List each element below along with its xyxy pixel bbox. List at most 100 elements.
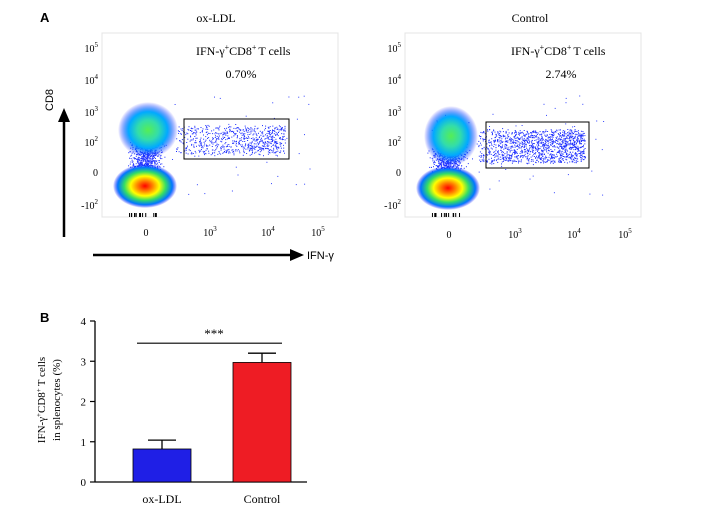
event-dot xyxy=(443,165,445,167)
event-dot xyxy=(503,151,504,153)
event-dot xyxy=(247,136,249,138)
event-dot xyxy=(264,129,266,131)
event-dot xyxy=(270,141,272,143)
event-dot xyxy=(202,147,204,149)
event-dot xyxy=(256,133,258,135)
event-dot xyxy=(524,153,526,155)
event-dot xyxy=(129,157,130,159)
event-dot xyxy=(160,163,161,165)
event-dot xyxy=(502,141,504,143)
event-dot xyxy=(226,150,228,152)
event-dot xyxy=(143,159,144,161)
event-dot xyxy=(570,149,572,150)
event-dot xyxy=(576,134,578,136)
event-dot xyxy=(549,154,551,156)
event-dot xyxy=(220,140,222,142)
event-dot xyxy=(583,150,585,152)
event-dot xyxy=(274,127,276,129)
event-dot xyxy=(522,132,524,134)
event-dot xyxy=(558,151,560,153)
event-dot xyxy=(570,129,572,131)
event-dot xyxy=(565,138,566,140)
event-dot xyxy=(487,154,489,156)
event-dot xyxy=(465,166,467,168)
event-dot xyxy=(510,155,512,157)
event-dot xyxy=(250,148,252,150)
event-dot xyxy=(235,128,237,130)
event-dot xyxy=(541,135,543,137)
event-dot xyxy=(543,149,545,151)
event-dot xyxy=(217,128,219,130)
event-dot xyxy=(238,128,240,130)
y-tick-label: 104 xyxy=(85,73,99,87)
event-dot xyxy=(266,144,268,146)
event-dot xyxy=(508,136,510,138)
event-dot xyxy=(551,142,553,144)
event-dot xyxy=(154,162,156,164)
event-dot xyxy=(553,134,555,136)
event-dot xyxy=(568,131,570,133)
event-dot xyxy=(480,155,482,157)
event-dot xyxy=(503,154,505,156)
event-dot xyxy=(280,128,282,130)
event-dot xyxy=(558,137,560,139)
event-dot xyxy=(530,160,532,162)
event-dot xyxy=(250,145,252,147)
event-dot xyxy=(138,157,140,159)
event-dot xyxy=(208,125,210,127)
event-dot xyxy=(264,142,266,144)
event-dot xyxy=(200,143,202,145)
event-dot xyxy=(271,183,272,185)
event-dot xyxy=(251,128,253,130)
event-dot xyxy=(553,157,555,159)
event-dot xyxy=(215,132,217,133)
event-dot xyxy=(542,131,544,133)
event-dot xyxy=(258,143,260,145)
event-dot xyxy=(259,146,261,148)
event-dot xyxy=(569,129,571,131)
event-dot xyxy=(296,118,298,120)
event-dot xyxy=(562,135,564,137)
event-dot xyxy=(545,135,547,137)
event-dot xyxy=(212,149,214,151)
event-dot xyxy=(522,140,524,141)
event-dot xyxy=(246,153,248,154)
event-dot xyxy=(204,140,206,142)
event-dot xyxy=(232,130,234,132)
event-dot xyxy=(578,132,579,134)
event-dot xyxy=(516,152,518,154)
event-dot xyxy=(200,149,202,150)
event-dot xyxy=(259,141,261,143)
event-dot xyxy=(259,151,261,153)
event-dot xyxy=(527,137,528,139)
event-dot xyxy=(264,143,266,145)
event-dot xyxy=(560,129,561,131)
event-dot xyxy=(536,146,538,148)
event-dot xyxy=(237,130,239,132)
event-dot xyxy=(494,156,496,158)
event-dot xyxy=(518,162,519,164)
event-dot xyxy=(493,159,495,161)
event-dot xyxy=(541,149,542,151)
event-dot xyxy=(204,154,205,156)
event-dot xyxy=(531,136,533,138)
gate-box xyxy=(485,121,590,169)
event-dot xyxy=(438,162,440,164)
event-dot xyxy=(486,161,488,163)
event-dot xyxy=(185,152,187,154)
event-dot xyxy=(184,150,186,152)
event-dot xyxy=(502,155,504,157)
event-dot xyxy=(571,154,573,156)
event-dot xyxy=(571,158,573,160)
event-dot xyxy=(201,145,203,147)
event-dot xyxy=(518,160,520,162)
event-dot xyxy=(215,127,217,129)
event-dot xyxy=(255,137,257,139)
event-dot xyxy=(273,149,275,151)
event-dot xyxy=(205,125,207,126)
event-dot xyxy=(222,152,224,154)
event-dot xyxy=(513,140,515,142)
event-dot xyxy=(504,145,506,147)
event-dot xyxy=(218,135,220,137)
